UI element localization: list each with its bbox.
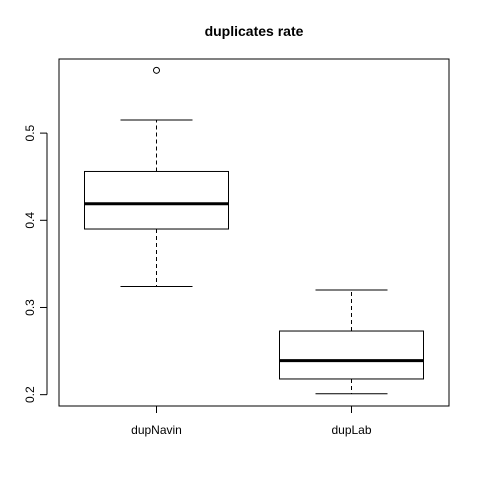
- y-tick-label: 0.3: [23, 299, 37, 316]
- chart-title: duplicates rate: [205, 23, 304, 39]
- x-tick-label: dupLab: [331, 423, 371, 437]
- y-tick-label: 0.5: [23, 124, 37, 141]
- box-group-dupNavin: [84, 66, 229, 288]
- x-tick-label: dupNavin: [131, 423, 182, 437]
- outlier-point: [153, 66, 160, 74]
- y-tick-label: 0.2: [23, 386, 37, 403]
- box-group-dupLab: [279, 289, 424, 395]
- y-tick-label: 0.4: [23, 212, 37, 229]
- iqr-box: [84, 170, 229, 230]
- box-series: [84, 66, 424, 395]
- iqr-box: [279, 330, 424, 380]
- x-axis: dupNavin dupLab: [131, 405, 372, 437]
- y-axis: 0.2 0.3 0.4 0.5: [23, 124, 48, 403]
